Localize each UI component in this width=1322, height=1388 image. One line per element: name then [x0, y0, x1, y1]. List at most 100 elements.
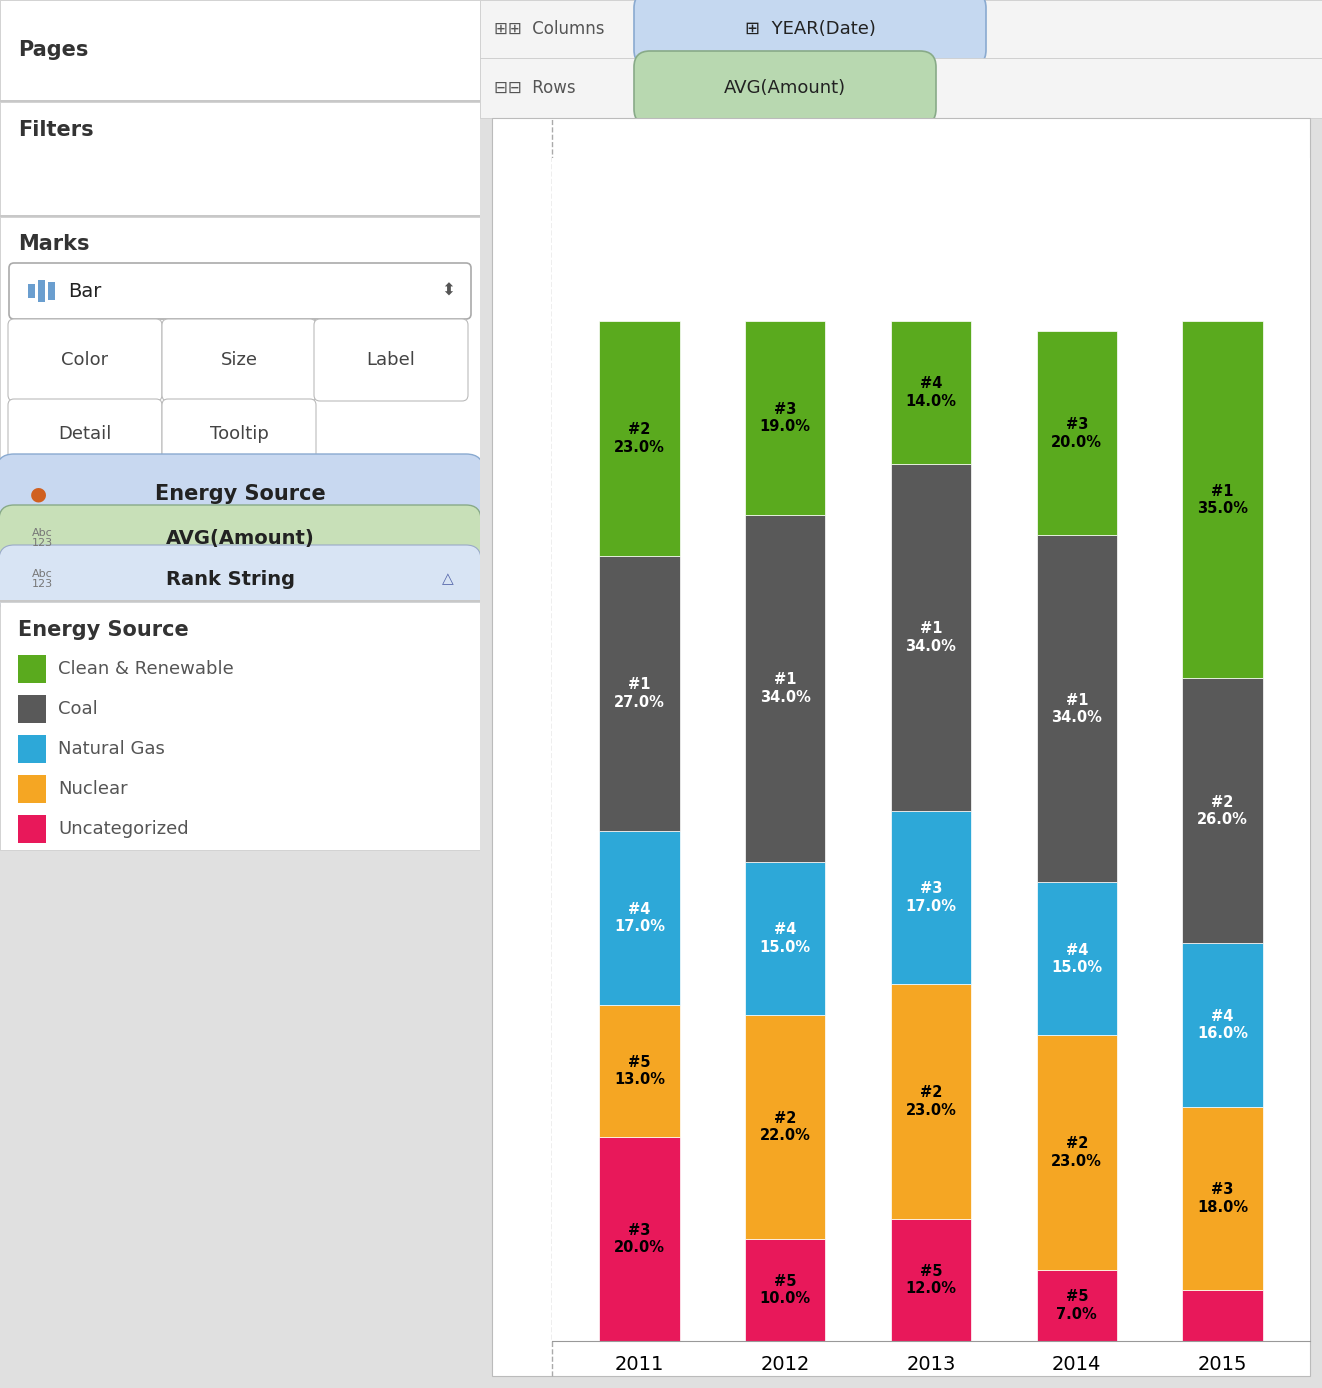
- Bar: [891, 1219, 972, 1341]
- Text: #2
23.0%: #2 23.0%: [906, 1085, 956, 1117]
- Bar: [599, 1137, 680, 1341]
- FancyBboxPatch shape: [0, 545, 481, 613]
- Bar: [1036, 1035, 1117, 1270]
- Bar: [599, 1005, 680, 1137]
- FancyBboxPatch shape: [315, 319, 468, 401]
- Text: #5
12.0%: #5 12.0%: [906, 1264, 957, 1296]
- Text: #4
15.0%: #4 15.0%: [1051, 942, 1103, 974]
- Text: Tooltip: Tooltip: [210, 425, 268, 443]
- Bar: [0, 100, 480, 101]
- FancyBboxPatch shape: [635, 51, 936, 125]
- Text: ⊞  YEAR(Date): ⊞ YEAR(Date): [744, 19, 875, 37]
- Text: #2
22.0%: #2 22.0%: [760, 1110, 810, 1144]
- Text: #3
20.0%: #3 20.0%: [1051, 418, 1103, 450]
- Bar: [38, 280, 45, 303]
- FancyBboxPatch shape: [0, 454, 484, 534]
- Text: Energy Source: Energy Source: [155, 484, 325, 504]
- FancyBboxPatch shape: [163, 319, 316, 401]
- Bar: [599, 555, 680, 831]
- Bar: [48, 282, 56, 300]
- Bar: [1182, 1291, 1263, 1341]
- FancyBboxPatch shape: [163, 398, 316, 469]
- Text: Pages: Pages: [19, 40, 89, 60]
- Text: Energy Source: Energy Source: [19, 620, 189, 640]
- Bar: [746, 1239, 825, 1341]
- Bar: [480, 0, 1322, 58]
- Bar: [19, 775, 46, 804]
- Text: #5
10.0%: #5 10.0%: [760, 1274, 810, 1306]
- Text: #4
16.0%: #4 16.0%: [1196, 1009, 1248, 1041]
- Text: Marks: Marks: [19, 235, 90, 254]
- Text: #2
26.0%: #2 26.0%: [1198, 795, 1248, 827]
- Bar: [19, 815, 46, 843]
- Text: Coal: Coal: [58, 700, 98, 718]
- Text: ⬍: ⬍: [442, 282, 455, 300]
- Bar: [0, 215, 480, 217]
- Bar: [746, 321, 825, 515]
- Text: Color: Color: [61, 351, 108, 369]
- Text: #4
17.0%: #4 17.0%: [613, 902, 665, 934]
- Bar: [1036, 332, 1117, 536]
- Bar: [599, 831, 680, 1005]
- Bar: [746, 1015, 825, 1239]
- Bar: [19, 736, 46, 763]
- FancyBboxPatch shape: [8, 319, 163, 401]
- Text: AVG(Amount): AVG(Amount): [724, 79, 846, 97]
- Text: △: △: [442, 572, 453, 587]
- Text: Label: Label: [366, 351, 415, 369]
- Text: ⊞⊞  Columns: ⊞⊞ Columns: [494, 19, 604, 37]
- Text: #3
17.0%: #3 17.0%: [906, 881, 957, 913]
- Bar: [1036, 883, 1117, 1035]
- Bar: [19, 695, 46, 723]
- Text: #1
35.0%: #1 35.0%: [1196, 483, 1248, 516]
- Text: Bar: Bar: [67, 282, 102, 300]
- Bar: [891, 811, 972, 984]
- Text: #2
23.0%: #2 23.0%: [1051, 1137, 1103, 1169]
- Bar: [599, 321, 680, 555]
- Text: #5
7.0%: #5 7.0%: [1056, 1289, 1097, 1321]
- Bar: [891, 321, 972, 464]
- Text: Size: Size: [221, 351, 258, 369]
- Text: Natural Gas: Natural Gas: [58, 740, 165, 758]
- Bar: [28, 285, 34, 298]
- Bar: [1036, 536, 1117, 883]
- Text: #5
13.0%: #5 13.0%: [613, 1055, 665, 1087]
- Text: ⊟⊟  Rows: ⊟⊟ Rows: [494, 79, 575, 97]
- Bar: [1036, 1270, 1117, 1341]
- Text: Detail: Detail: [58, 425, 111, 443]
- Bar: [1182, 679, 1263, 944]
- Bar: [1182, 321, 1263, 679]
- FancyBboxPatch shape: [9, 262, 471, 319]
- Bar: [19, 655, 46, 683]
- FancyBboxPatch shape: [635, 0, 986, 67]
- Text: #1
34.0%: #1 34.0%: [1051, 693, 1103, 725]
- Bar: [891, 984, 972, 1219]
- Text: Abc
123: Abc 123: [32, 527, 53, 548]
- Text: Abc
123: Abc 123: [32, 569, 53, 590]
- Text: Rank String: Rank String: [165, 569, 295, 589]
- Bar: [0, 600, 480, 602]
- Bar: [1182, 944, 1263, 1106]
- Text: #3
18.0%: #3 18.0%: [1196, 1183, 1248, 1214]
- Text: #4
14.0%: #4 14.0%: [906, 376, 957, 409]
- FancyBboxPatch shape: [8, 398, 163, 469]
- Bar: [1182, 1106, 1263, 1291]
- Bar: [0, 217, 480, 590]
- Text: ●: ●: [29, 484, 46, 504]
- Text: Uncategorized: Uncategorized: [58, 820, 189, 838]
- Text: #1
34.0%: #1 34.0%: [760, 672, 810, 705]
- Text: AVG(Amount): AVG(Amount): [165, 529, 315, 547]
- Bar: [0, 602, 480, 849]
- Bar: [0, 101, 480, 215]
- Text: Filters: Filters: [19, 119, 94, 140]
- Text: #3
19.0%: #3 19.0%: [760, 403, 810, 434]
- Bar: [746, 515, 825, 862]
- FancyBboxPatch shape: [0, 505, 481, 573]
- Bar: [746, 862, 825, 1015]
- Text: #2
23.0%: #2 23.0%: [613, 422, 665, 455]
- Text: #3
20.0%: #3 20.0%: [613, 1223, 665, 1256]
- Text: Nuclear: Nuclear: [58, 780, 128, 798]
- Bar: [891, 464, 972, 811]
- Text: #1
27.0%: #1 27.0%: [613, 677, 665, 709]
- Text: #4
15.0%: #4 15.0%: [760, 922, 810, 955]
